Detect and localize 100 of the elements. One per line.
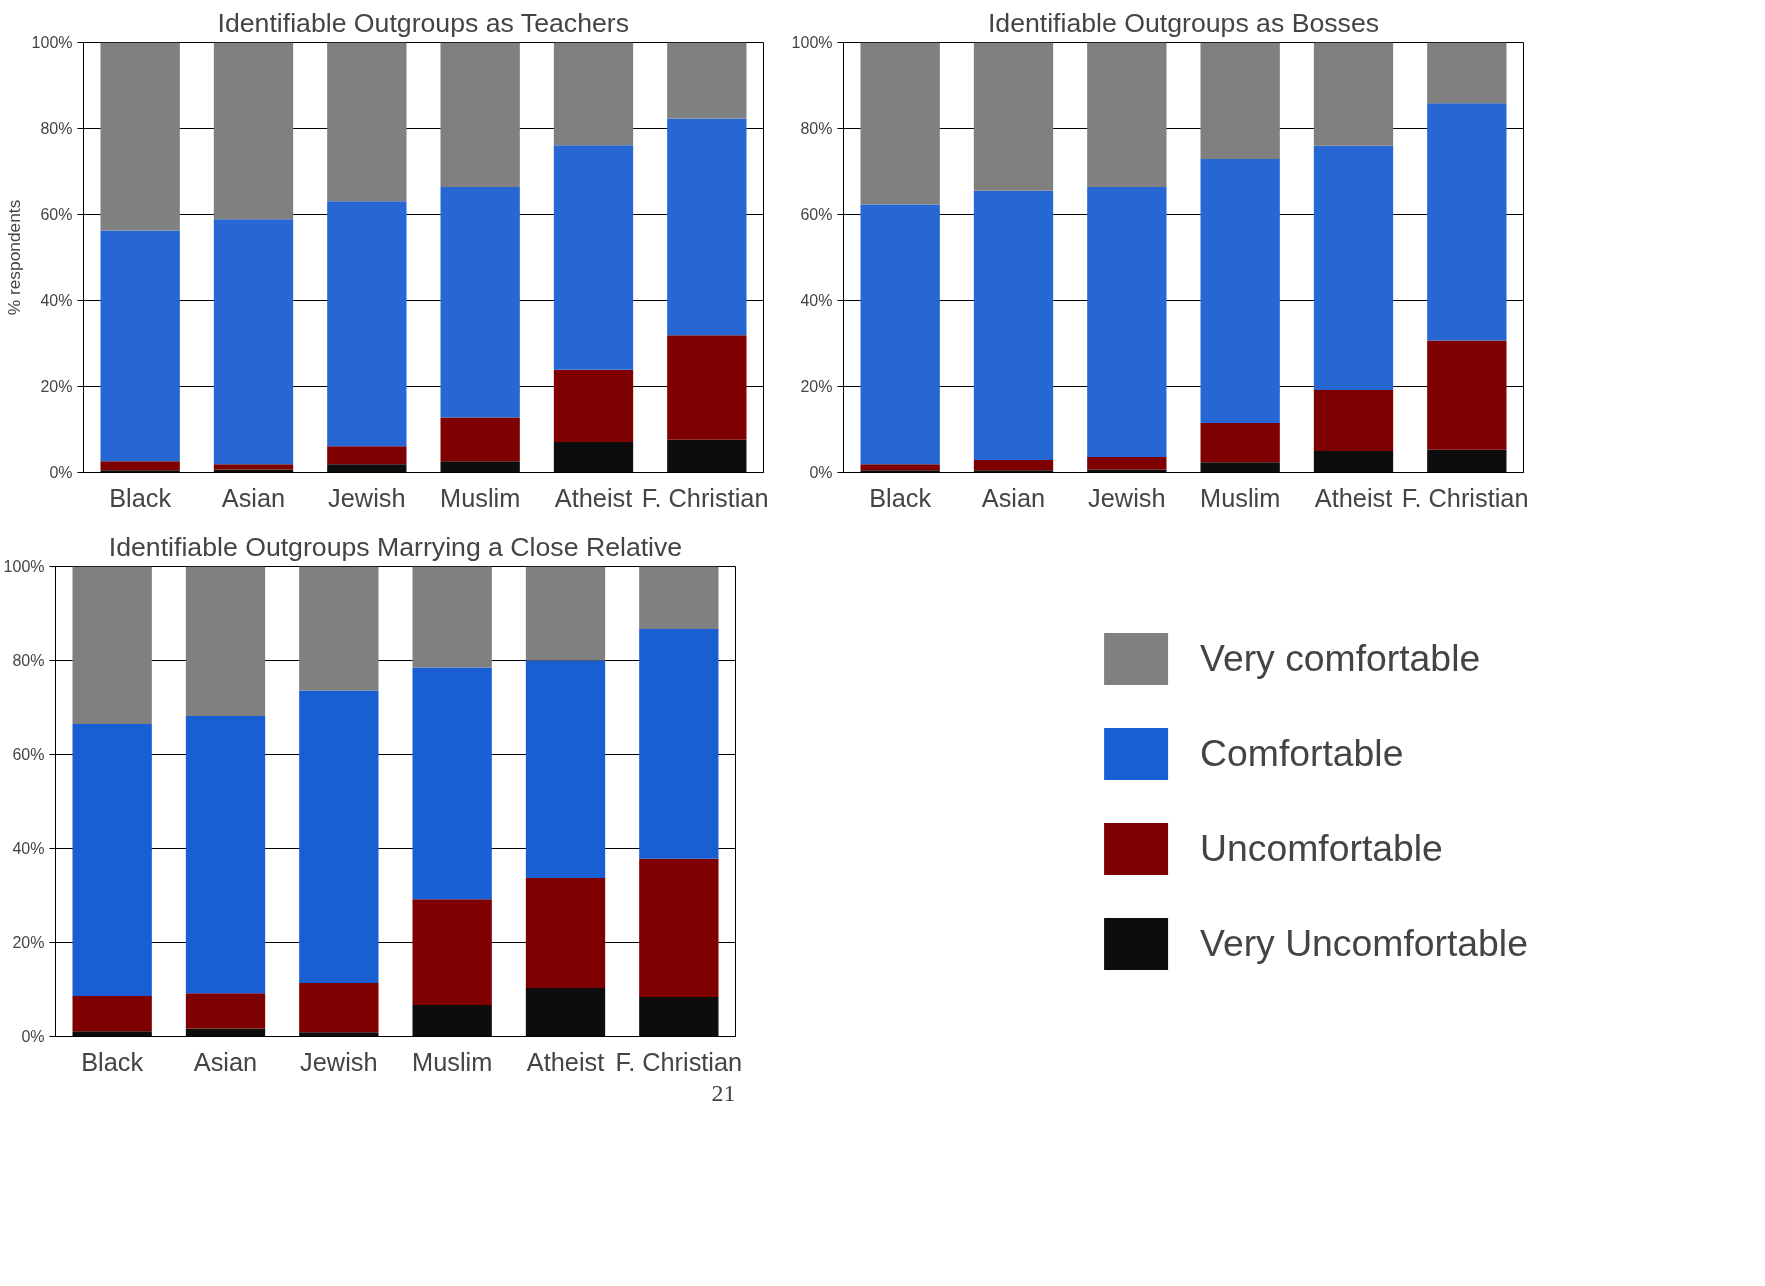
y-tick-label: 40% [800,292,833,309]
bar [973,470,1054,473]
bar [1427,103,1507,341]
x-tick-label: Muslim [412,1047,493,1076]
bar [973,460,1054,471]
y-tick-label: 100% [3,558,45,575]
x-tick-label: Atheist [1314,483,1393,512]
bar [860,464,940,471]
bar [100,230,180,462]
legend-label: Very comfortable [1200,637,1481,680]
y-tick-label: 0% [809,464,833,481]
bar [299,690,379,983]
bar [299,566,379,691]
bar [1313,145,1394,390]
bar [639,629,719,859]
bar [185,566,266,716]
bar [860,470,940,473]
x-tick-label: Jewish [328,483,406,512]
bar [1087,186,1167,458]
bar [1200,159,1280,424]
y-tick-label: 80% [12,652,45,669]
bar [1427,42,1507,104]
bar [525,878,606,989]
bar [72,723,152,997]
legend-label: Very Uncomfortable [1200,922,1528,965]
y-tick-label: 100% [31,34,73,51]
bar [327,42,407,202]
x-tick-label: Asian [981,483,1046,512]
x-tick-label: Atheist [526,1047,605,1076]
bar [213,42,294,220]
legend-label: Comfortable [1200,732,1404,775]
bar [860,42,940,205]
y-tick-label: 40% [12,840,45,857]
y-tick-label: 80% [800,120,833,137]
x-tick-label: Black [109,483,172,512]
bar [1427,340,1507,450]
bar [1313,451,1394,473]
x-tick-label: Asian [193,1047,258,1076]
chart-title: Identifiable Outgroups as Bosses [987,7,1380,38]
y-tick-label: 60% [40,206,73,223]
bar [327,446,407,465]
bar [440,186,520,418]
bar [1087,469,1167,473]
bar [1200,462,1280,473]
bar [100,470,180,473]
bar [553,145,634,370]
y-tick-label: 0% [21,1028,45,1045]
bar [667,42,747,119]
bar [667,439,747,473]
y-tick-label: 0% [49,464,73,481]
bar [185,993,266,1029]
bar [973,42,1054,191]
bar [1427,449,1507,473]
y-tick-label: 40% [40,292,73,309]
bar [525,660,606,879]
y-axis-title: % respondents [3,199,24,316]
chart-title: Identifiable Outgroups as Teachers [217,7,629,38]
bar [639,997,719,1037]
bar [1313,42,1394,146]
x-tick-label: Jewish [1088,483,1166,512]
bar [412,667,492,900]
y-tick-label: 20% [800,378,833,395]
x-tick-label: Muslim [440,483,521,512]
x-tick-label: Black [869,483,932,512]
y-tick-label: 80% [40,120,73,137]
x-tick-label: Jewish [300,1047,378,1076]
bar [525,566,606,661]
bar [440,42,520,187]
bar [327,201,407,447]
x-tick-label: F. Christian [1401,483,1529,512]
bar [213,464,294,470]
bar [440,461,520,473]
x-tick-label: Muslim [1200,483,1281,512]
legend-label: Uncomfortable [1200,827,1443,870]
bar [667,118,747,336]
bar [639,858,719,998]
x-tick-label: F. Christian [615,1047,743,1076]
bar [1087,457,1167,470]
bar [299,982,379,1033]
bar [553,441,634,473]
bar [412,566,492,668]
bar [1200,42,1280,160]
bar [185,715,266,994]
text: 21 [711,1079,736,1106]
bar [213,219,294,465]
bar [1087,42,1167,187]
bar [1200,423,1280,463]
bar [72,566,152,724]
bar [72,1031,152,1037]
y-tick-label: 60% [12,746,45,763]
bar [72,996,152,1032]
y-tick-label: 20% [12,934,45,951]
bar [525,988,606,1037]
bar [1313,389,1394,451]
y-tick-label: 100% [791,34,833,51]
bar [299,1032,379,1037]
y-tick-label: 20% [40,378,73,395]
bar [973,190,1054,461]
bar [213,469,294,473]
bar [440,417,520,462]
